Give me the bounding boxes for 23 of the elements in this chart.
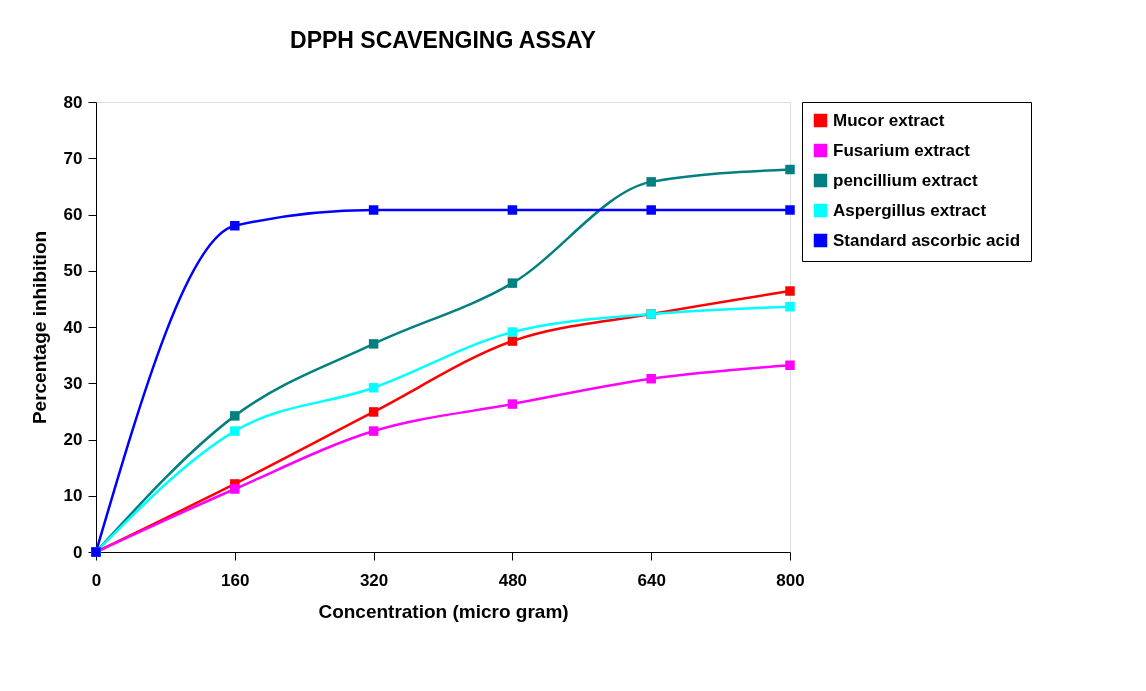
x-tick-label: 640 <box>637 570 666 590</box>
legend-label: Standard ascorbic acid <box>833 230 1021 250</box>
y-axis-title: Percentage inhibition <box>28 230 50 425</box>
y-tick-label: 40 <box>63 317 83 337</box>
y-tick-label: 0 <box>73 542 83 562</box>
y-tick-label: 80 <box>63 92 83 112</box>
y-tick-label: 10 <box>63 486 83 506</box>
y-tick-label: 30 <box>63 373 83 393</box>
legend-label: Mucor extract <box>833 110 945 130</box>
x-tick-label: 160 <box>221 570 250 590</box>
y-tick-label: 70 <box>63 148 83 168</box>
legend-label: pencillium extract <box>833 170 978 190</box>
y-tick-label: 50 <box>63 261 83 281</box>
y-tick-label: 20 <box>63 430 83 449</box>
chart-title: DPPH SCAVENGING ASSAY <box>290 27 596 53</box>
x-tick-label: 800 <box>776 570 805 590</box>
x-tick-label: 480 <box>498 570 528 590</box>
y-tick-label: 60 <box>63 205 83 224</box>
legend-label: Fusarium extract <box>833 140 971 160</box>
x-tick-label: 0 <box>91 570 102 590</box>
x-axis-title: Concentration (micro gram) <box>318 600 569 622</box>
x-tick-label: 320 <box>359 570 389 590</box>
legend-label: Aspergillus extract <box>833 200 987 220</box>
